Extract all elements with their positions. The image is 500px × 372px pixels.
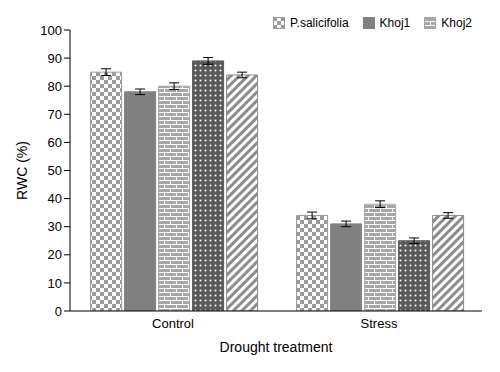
svg-text:50: 50: [48, 163, 62, 178]
svg-text:30: 30: [48, 219, 62, 234]
svg-text:10: 10: [48, 276, 62, 291]
svg-text:Drought treatment: Drought treatment: [220, 339, 333, 355]
svg-text:RWC (%): RWC (%): [14, 141, 30, 200]
svg-text:0: 0: [55, 304, 62, 319]
html-text:P.salicifolia: P.salicifolia: [290, 16, 349, 30]
html-text:Khoj2: Khoj2: [441, 16, 472, 30]
svg-text:80: 80: [48, 79, 62, 94]
svg-text:Control: Control: [152, 316, 194, 331]
svg-text:100: 100: [40, 23, 62, 38]
svg-text:60: 60: [48, 135, 62, 150]
svg-text:Stress: Stress: [361, 316, 398, 331]
svg-text:40: 40: [48, 191, 62, 206]
svg-text:20: 20: [48, 247, 62, 262]
svg-text:70: 70: [48, 107, 62, 122]
svg-text:90: 90: [48, 51, 62, 66]
html-text:Khoj1: Khoj1: [379, 16, 411, 30]
